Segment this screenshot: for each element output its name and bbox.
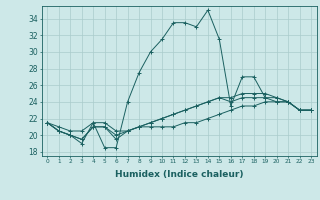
X-axis label: Humidex (Indice chaleur): Humidex (Indice chaleur) xyxy=(115,170,244,179)
